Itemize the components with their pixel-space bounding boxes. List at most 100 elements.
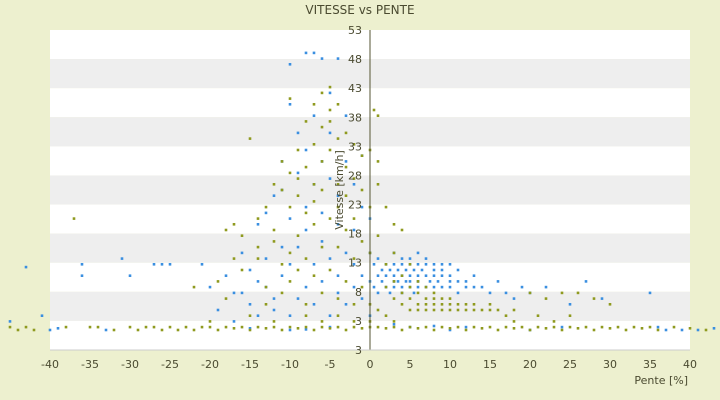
data-point <box>240 234 244 237</box>
data-point <box>352 303 356 306</box>
data-point <box>296 131 300 135</box>
data-point <box>464 325 468 329</box>
data-point <box>248 303 252 306</box>
data-point <box>352 285 356 289</box>
data-point <box>192 328 196 332</box>
data-point <box>104 328 108 332</box>
data-point <box>360 327 364 330</box>
data-point <box>504 314 508 317</box>
data-point <box>344 251 348 255</box>
data-point <box>248 137 252 140</box>
data-point <box>264 285 268 289</box>
x-tick-label: -10 <box>281 358 299 371</box>
x-tick-label: -40 <box>41 358 59 371</box>
data-point <box>400 263 404 266</box>
data-point <box>412 268 416 272</box>
data-point <box>256 280 260 283</box>
data-point <box>416 327 420 330</box>
data-point <box>120 257 124 260</box>
y-tick-label: 28 <box>348 169 362 182</box>
data-point <box>352 263 356 266</box>
data-point <box>320 245 324 249</box>
data-point <box>388 291 392 295</box>
data-point <box>160 328 164 332</box>
data-point <box>440 297 444 300</box>
data-point <box>240 268 244 272</box>
data-point <box>472 303 476 306</box>
x-tick-label: -20 <box>201 358 219 371</box>
data-point <box>616 325 620 329</box>
data-point <box>288 97 292 100</box>
data-point <box>112 328 116 332</box>
data-point <box>288 280 292 283</box>
data-point <box>320 280 324 283</box>
data-point <box>336 291 340 295</box>
data-point <box>448 263 452 266</box>
data-point <box>304 285 308 289</box>
data-point <box>336 205 340 209</box>
data-point <box>280 274 284 277</box>
data-point <box>456 303 460 306</box>
data-point <box>312 263 316 266</box>
data-point <box>608 327 612 330</box>
data-point <box>192 285 196 289</box>
data-point <box>456 291 460 295</box>
axes <box>50 30 690 351</box>
data-point <box>608 303 612 306</box>
data-point <box>272 325 276 329</box>
data-point <box>600 325 604 329</box>
data-point <box>392 320 396 323</box>
data-point <box>384 314 388 317</box>
data-point <box>360 188 364 192</box>
data-point <box>224 228 228 232</box>
data-point <box>392 223 396 226</box>
data-point <box>304 51 308 55</box>
data-point <box>552 320 556 323</box>
data-point <box>280 245 284 249</box>
data-point <box>272 320 276 323</box>
data-point <box>280 263 284 266</box>
data-point <box>432 303 436 306</box>
data-point <box>248 268 252 272</box>
data-point <box>416 291 420 295</box>
data-point <box>372 108 376 112</box>
data-point <box>288 263 292 266</box>
data-point <box>672 325 676 329</box>
data-point <box>304 165 308 169</box>
data-point <box>600 297 604 300</box>
data-point <box>448 285 452 289</box>
data-point <box>448 303 452 306</box>
data-point <box>312 51 316 55</box>
chart-title: VITESSE vs PENTE <box>305 3 414 17</box>
data-point <box>288 103 292 106</box>
data-point <box>40 314 44 317</box>
data-point <box>464 328 468 332</box>
data-point <box>296 245 300 249</box>
data-point <box>504 325 508 329</box>
data-point <box>312 328 316 332</box>
data-point <box>208 320 212 323</box>
data-point <box>656 325 660 329</box>
data-point <box>136 328 140 332</box>
data-point <box>592 297 596 300</box>
data-point <box>448 297 452 300</box>
data-point <box>360 297 364 300</box>
data-point <box>160 263 164 266</box>
data-point <box>168 325 172 329</box>
data-point <box>400 303 404 306</box>
data-point <box>408 308 412 312</box>
data-point <box>424 308 428 312</box>
data-point <box>360 285 364 289</box>
data-point <box>344 194 348 197</box>
data-point <box>392 263 396 266</box>
data-point <box>280 328 284 332</box>
data-point <box>688 327 692 330</box>
data-point <box>568 314 572 317</box>
data-point <box>560 291 564 295</box>
data-point <box>256 217 260 220</box>
data-point <box>152 325 156 329</box>
data-point <box>312 303 316 306</box>
data-point <box>544 297 548 300</box>
y-tick-label: 3 <box>355 344 362 357</box>
